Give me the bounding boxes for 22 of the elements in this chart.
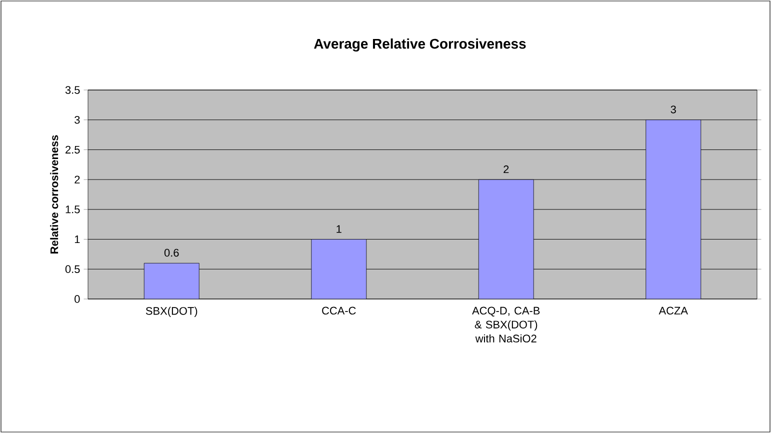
y-tick-label: 1.5 <box>66 206 80 214</box>
y-tick-label: 3 <box>74 116 80 124</box>
data-label: 0.6 <box>164 248 179 257</box>
y-tick-label: 1 <box>74 236 80 244</box>
bar <box>144 262 200 299</box>
data-label: 2 <box>504 165 509 174</box>
y-tick-label: 0.5 <box>65 265 80 274</box>
bar <box>311 239 367 299</box>
y-tick-label: 3.5 <box>65 86 80 94</box>
data-label: 3 <box>670 106 676 114</box>
data-label: 1 <box>336 225 342 233</box>
x-tick-label: ACQ-D, CA-B & SBX(DOT) with NaSiO2 <box>472 306 540 342</box>
x-tick-label: SBX(DOT) <box>146 306 198 317</box>
x-tick-label: CCA-C <box>322 306 356 315</box>
y-tick-label: 0 <box>74 295 80 303</box>
y-tick-label: 2.5 <box>66 146 80 154</box>
y-axis-title: Relative corrosiveness <box>50 135 58 254</box>
bar <box>646 120 702 299</box>
chart-title: Average Relative Corrosiveness <box>314 38 526 52</box>
x-tick-label: ACZA <box>658 306 688 315</box>
y-tick-label: 2 <box>74 176 80 184</box>
bar <box>478 179 534 299</box>
